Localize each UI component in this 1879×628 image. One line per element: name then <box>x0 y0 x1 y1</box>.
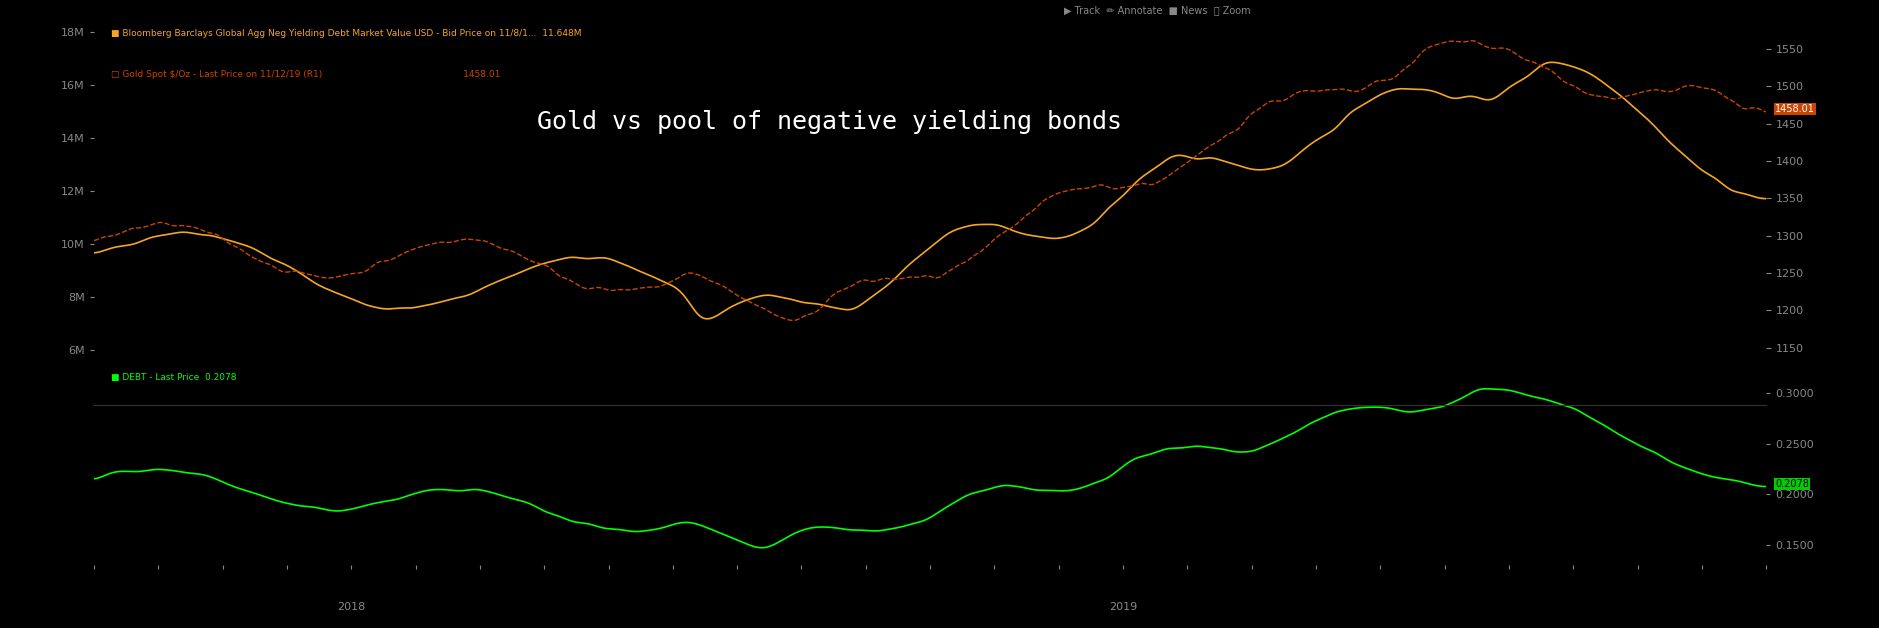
Text: ▶ Track  ✏ Annotate  ■ News  🔍 Zoom: ▶ Track ✏ Annotate ■ News 🔍 Zoom <box>1064 5 1251 15</box>
Text: 1458.01: 1458.01 <box>1776 104 1815 114</box>
Text: ■ Bloomberg Barclays Global Agg Neg Yielding Debt Market Value USD - Bid Price o: ■ Bloomberg Barclays Global Agg Neg Yiel… <box>111 29 581 38</box>
Text: 2019: 2019 <box>1109 602 1137 612</box>
Text: 0.2078: 0.2078 <box>1776 479 1809 489</box>
Text: ■ DEBT - Last Price  0.2078: ■ DEBT - Last Price 0.2078 <box>111 373 237 382</box>
Text: Gold vs pool of negative yielding bonds: Gold vs pool of negative yielding bonds <box>537 110 1122 134</box>
Text: □ Gold Spot $/Oz - Last Price on 11/12/19 (R1)                                  : □ Gold Spot $/Oz - Last Price on 11/12/1… <box>111 70 500 79</box>
Text: 2018: 2018 <box>336 602 365 612</box>
